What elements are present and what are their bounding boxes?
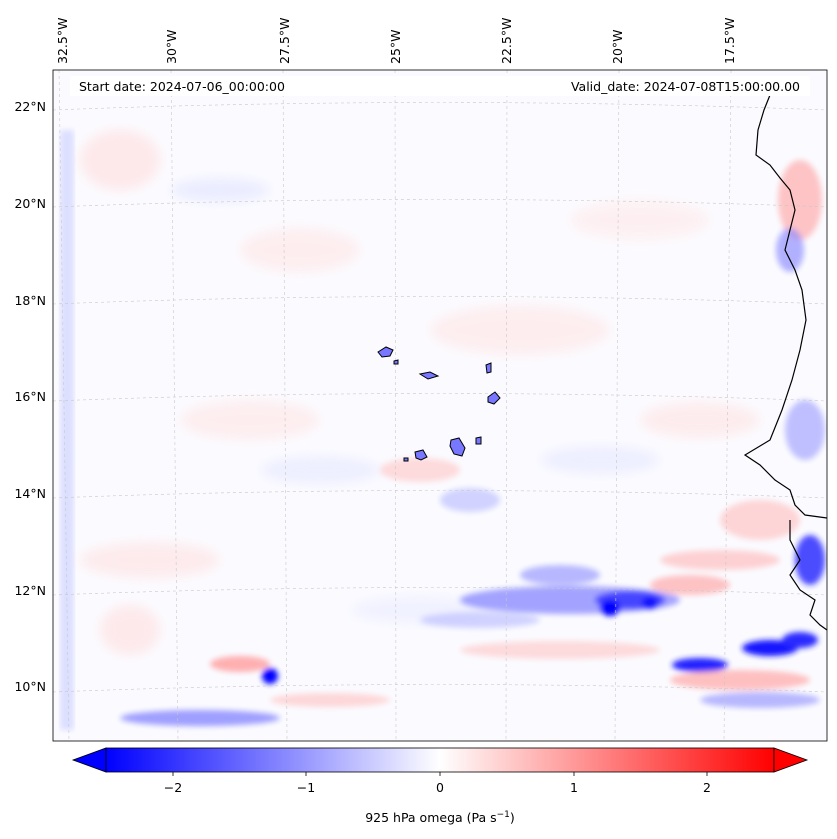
- lat-label: 22°N: [14, 99, 46, 114]
- lat-label: 16°N: [14, 389, 46, 404]
- colorbar-tick-label: −2: [164, 780, 182, 795]
- lat-label: 14°N: [14, 486, 46, 501]
- colorbar-ticks: [172, 772, 708, 776]
- lon-label: 30°W: [164, 29, 179, 64]
- start-date-text: Start date: 2024-07-06_00:00:00: [79, 79, 285, 94]
- longitude-labels: 32.5°W 30°W 27.5°W 25°W 22.5°W 20°W 17.5…: [55, 18, 737, 64]
- colorbar-min-extend: [71, 747, 107, 773]
- coastline-africa: [743, 94, 827, 631]
- lat-label: 18°N: [14, 293, 46, 308]
- lat-label: 12°N: [14, 583, 46, 598]
- lon-label: 20°W: [610, 29, 625, 64]
- lat-label: 10°N: [14, 679, 46, 694]
- map-frame: [52, 69, 828, 742]
- colorbar-tick-label: −1: [297, 780, 315, 795]
- latitude-labels: 22°N 20°N 18°N 16°N 14°N 12°N 10°N: [14, 99, 46, 694]
- valid-date-text: Valid_date: 2024-07-08T15:00:00.00: [571, 79, 800, 94]
- colorbar-label: 925 hPa omega (Pa s−1): [365, 810, 515, 825]
- lon-label: 22.5°W: [499, 18, 514, 64]
- colorbar: −2 −1 0 1 2 925 hPa omega (Pa s−1): [71, 747, 809, 825]
- lat-label: 20°N: [14, 196, 46, 211]
- colorbar-max-extend: [773, 747, 809, 773]
- lon-label: 27.5°W: [277, 18, 292, 64]
- colorbar-tick-label: 1: [570, 780, 578, 795]
- gridlines: [53, 70, 827, 741]
- colorbar-tick-label: 2: [703, 780, 711, 795]
- lon-label: 25°W: [388, 29, 403, 64]
- map-panel: Start date: 2024-07-06_00:00:00 Valid_da…: [52, 69, 828, 742]
- lon-label: 17.5°W: [722, 18, 737, 64]
- omega-field: [53, 70, 827, 741]
- cape-verde-islands: [377, 346, 501, 462]
- lon-label: 32.5°W: [55, 18, 70, 64]
- colorbar-gradient: [105, 747, 775, 773]
- date-strip-background: [70, 76, 810, 96]
- colorbar-tick-label: 0: [436, 780, 444, 795]
